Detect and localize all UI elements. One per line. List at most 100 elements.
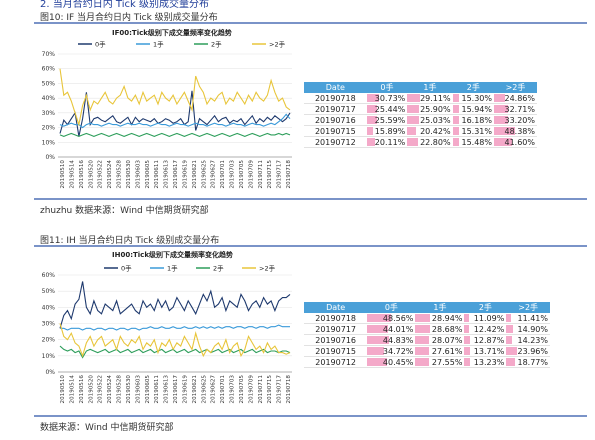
table-value-cell: 20.42% xyxy=(407,125,453,137)
data-bar xyxy=(464,336,470,344)
y-tick-label: 40% xyxy=(42,95,56,102)
y-tick-label: 50% xyxy=(42,288,56,295)
y-tick-label: 20% xyxy=(42,337,56,344)
x-tick-label: 20190510 xyxy=(60,375,66,404)
value-text: 15.89% xyxy=(374,126,406,136)
value-text: 44.01% xyxy=(382,324,414,334)
table-header-cell: >2手 xyxy=(506,302,550,313)
x-tick-label: 20190703 xyxy=(230,160,236,189)
x-tick-label: 20190627 xyxy=(211,375,217,404)
data-bar xyxy=(367,336,389,344)
table-value-cell: 28.68% xyxy=(415,323,465,335)
data-bar xyxy=(366,127,374,135)
data-bar xyxy=(494,138,513,146)
y-tick-label: 50% xyxy=(42,80,56,87)
chart-title: IF00:Tick级别下成交量频率变化趋势 xyxy=(112,28,232,37)
table-value-cell: 22.80% xyxy=(407,136,453,148)
x-tick-label: 20190705 xyxy=(239,160,245,189)
section-title: 2. 当月合约日内 Tick 级别成交量分布 xyxy=(40,0,209,10)
ih-volume-table: Date 0手 1手 2手 >2手 20190718 48.56% 28.94% 11.09% 1… xyxy=(304,302,550,368)
value-text: 14.90% xyxy=(517,324,548,334)
figure-10-chart: IF00:Tick级别下成交量频率变化趋势 0手 1手 2手 >2手 0% 10% 20% 30… xyxy=(34,24,298,196)
table-value-cell: 27.61% xyxy=(415,345,465,357)
x-tick-label: 20190711 xyxy=(258,160,264,189)
value-text: 23.96% xyxy=(517,346,548,356)
x-tick-label: 20190514 xyxy=(69,160,75,189)
data-bar xyxy=(407,138,418,146)
series-line xyxy=(59,90,291,137)
data-bar xyxy=(366,116,378,124)
table-value-cell: 33.20% xyxy=(494,114,537,126)
value-text: 25.03% xyxy=(420,115,451,125)
table-value-cell: 32.71% xyxy=(494,103,537,115)
data-bar xyxy=(366,94,380,102)
figure-11-bottom-rule xyxy=(34,415,587,417)
y-tick-label: 0% xyxy=(45,154,55,161)
table-header-cell: 2手 xyxy=(452,82,494,93)
legend-label: 2手 xyxy=(211,40,222,49)
chart-title: IH00:Tick级别下成交量频率变化趋势 xyxy=(112,250,233,259)
value-text: 16.18% xyxy=(461,115,492,125)
x-tick-label: 20190605 xyxy=(145,160,151,189)
table-row: 20190717 25.44% 25.90% 15.94% 32.71% xyxy=(304,103,537,115)
data-bar xyxy=(367,325,389,333)
series-line xyxy=(59,345,291,359)
data-bar xyxy=(506,347,517,355)
data-bar xyxy=(506,336,513,344)
figure-11-top-rule xyxy=(34,245,587,247)
data-bar xyxy=(506,325,513,333)
if-volume-line-chart: IF00:Tick级别下成交量频率变化趋势 0手 1手 2手 >2手 0% 10% 20% 30… xyxy=(42,28,292,189)
figure-11-chart: IH00:Tick级别下成交量频率变化趋势 0手 1手 2手 >2手 0% 10% 20% 30… xyxy=(34,247,298,412)
data-bar xyxy=(415,336,430,344)
y-tick-label: 10% xyxy=(42,353,56,360)
table-value-cell: 34.72% xyxy=(367,345,416,357)
data-bar xyxy=(452,94,459,102)
x-tick-label: 20190603 xyxy=(135,375,141,404)
table-header-cell: 0手 xyxy=(366,82,408,93)
table-value-cell: 27.55% xyxy=(415,356,465,368)
x-tick-label: 20190621 xyxy=(192,375,198,404)
if-volume-table: Date 0手 1手 2手 >2手 20190718 30.73% 29.11% 15.30% 2… xyxy=(304,82,537,148)
table-header-cell: >2手 xyxy=(494,82,537,93)
table-value-cell: 25.59% xyxy=(366,114,408,126)
ih-volume-line-chart: IH00:Tick级别下成交量频率变化趋势 0手 1手 2手 >2手 0% 10% 20% 30… xyxy=(42,250,292,404)
data-bar xyxy=(464,347,471,355)
data-bar xyxy=(415,325,430,333)
value-text: 12.87% xyxy=(473,335,505,345)
table-value-cell: 15.94% xyxy=(452,103,494,115)
value-text: 15.94% xyxy=(461,104,492,114)
table-value-cell: 48.38% xyxy=(494,125,537,137)
value-text: 30.73% xyxy=(374,93,406,103)
value-text: 28.94% xyxy=(431,313,463,323)
value-text: 13.71% xyxy=(473,346,505,356)
table-header-cell: 1手 xyxy=(407,82,453,93)
value-text: 28.07% xyxy=(431,335,463,345)
legend-label: 2手 xyxy=(213,264,224,273)
x-tick-label: 20190703 xyxy=(230,375,236,404)
data-bar xyxy=(452,127,459,135)
table-value-cell: 15.89% xyxy=(366,125,408,137)
x-tick-label: 20190718 xyxy=(286,160,292,189)
x-tick-label: 20190530 xyxy=(126,375,132,404)
data-bar xyxy=(452,105,460,113)
x-tick-label: 20190717 xyxy=(277,160,283,189)
table-value-cell: 15.31% xyxy=(452,125,494,137)
series-line xyxy=(59,68,291,127)
y-tick-label: 10% xyxy=(42,139,56,146)
figure-11-source: 数据来源：Wind 中信期货研究部 xyxy=(40,423,174,433)
table-row: 20190717 44.01% 28.68% 12.42% 14.90% xyxy=(304,323,550,335)
x-tick-label: 20190516 xyxy=(79,160,85,189)
value-text: 27.55% xyxy=(431,357,463,367)
x-tick-label: 20190611 xyxy=(154,160,160,189)
data-bar xyxy=(506,314,512,322)
table-row: 20190712 20.11% 22.80% 15.48% 41.60% xyxy=(304,136,537,148)
legend-label: 1手 xyxy=(167,264,178,273)
data-bar xyxy=(494,127,515,135)
data-bar xyxy=(415,314,430,322)
table-value-cell: 41.60% xyxy=(494,136,537,148)
figure-10-bottom-rule xyxy=(34,198,587,200)
table-value-cell: 11.09% xyxy=(464,313,507,324)
table-value-cell: 44.01% xyxy=(367,323,416,335)
x-tick-label: 20190605 xyxy=(145,375,151,404)
data-bar xyxy=(366,105,377,113)
